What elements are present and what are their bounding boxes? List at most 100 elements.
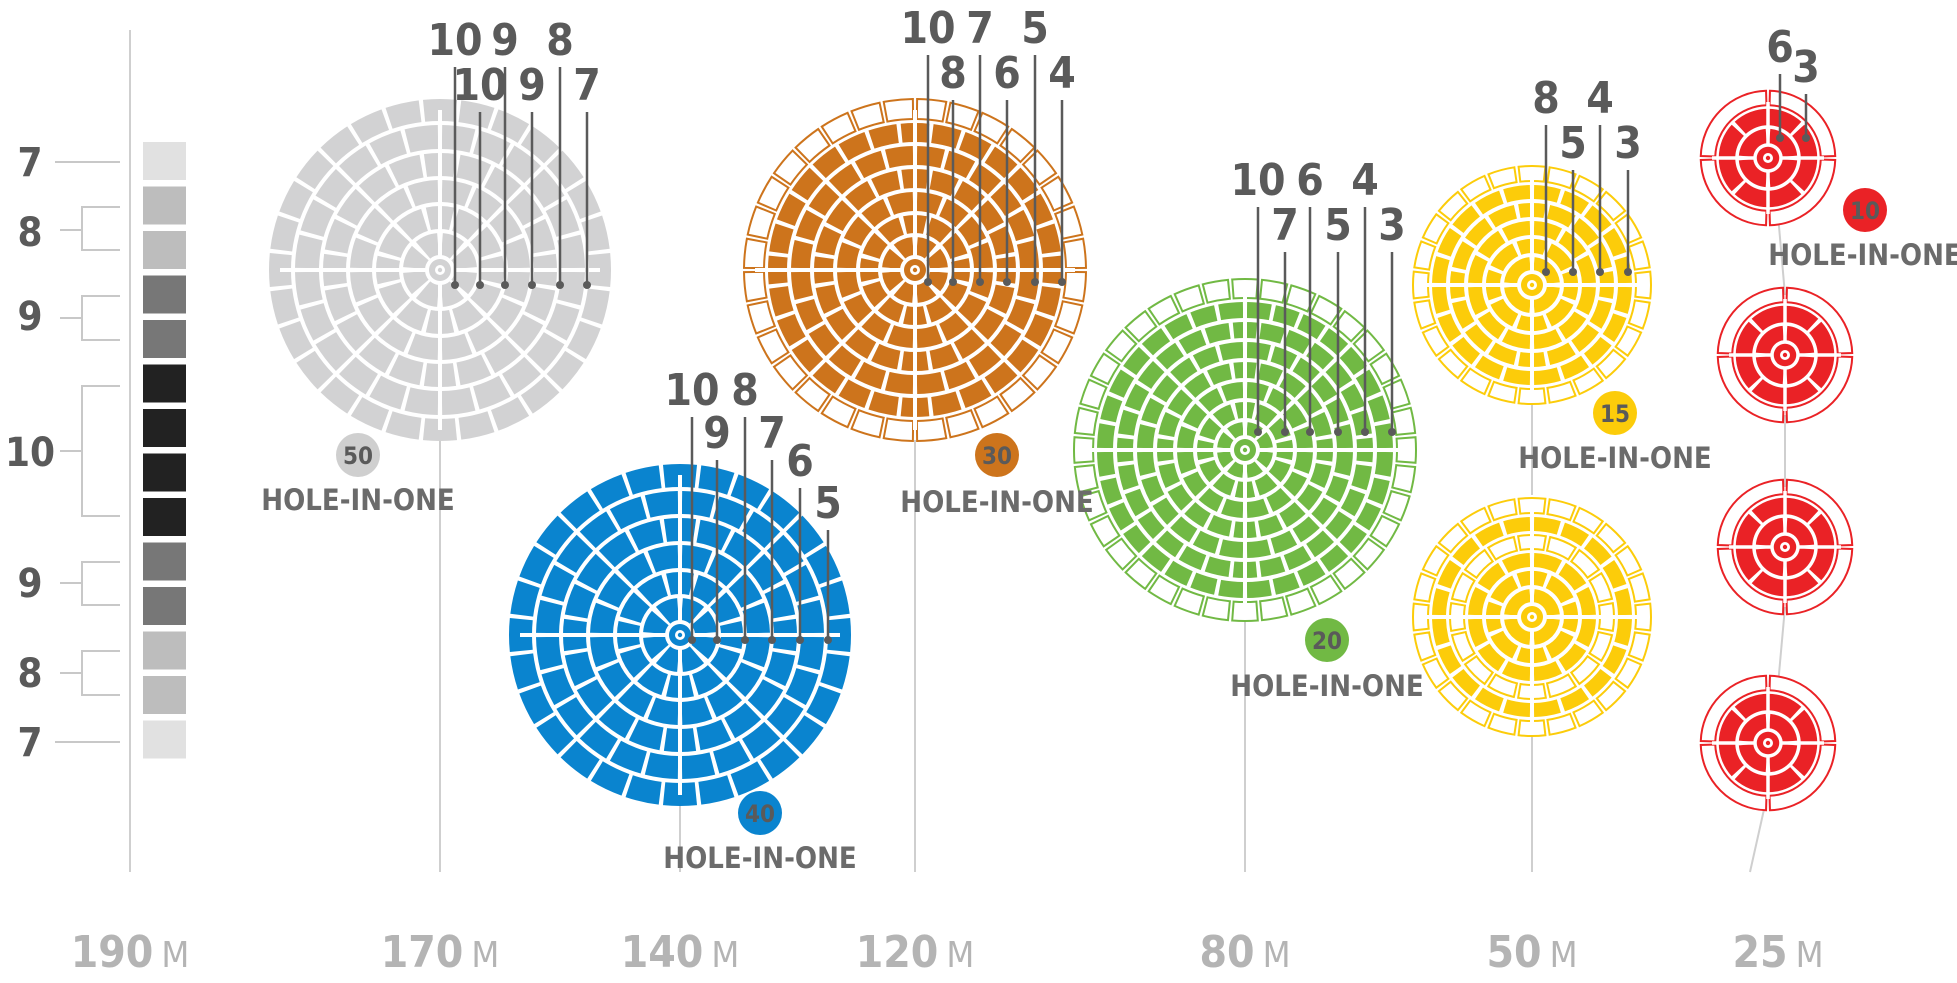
target-cell [1006, 167, 1039, 201]
target-cell [1073, 436, 1095, 464]
score-pointer-dot [1802, 134, 1810, 142]
target-cell [1533, 589, 1560, 616]
score-pointer-dot [924, 278, 932, 286]
target-cell [730, 474, 770, 509]
target-cell [520, 376, 560, 414]
target-cell [1490, 575, 1519, 604]
target-cell [300, 303, 335, 341]
target-cell [1487, 166, 1518, 190]
target-cell [1201, 596, 1231, 622]
target-cell [1183, 471, 1208, 497]
target-cell [1755, 356, 1784, 385]
target-cell [1374, 451, 1393, 477]
target-cell [691, 636, 717, 660]
score-label: 5 [814, 478, 842, 529]
target-cell [1270, 530, 1298, 554]
target-cell [1006, 339, 1039, 373]
target-cell [1137, 424, 1156, 449]
target-cell [1266, 487, 1292, 512]
target-cell [581, 215, 610, 252]
target-cell [746, 300, 777, 335]
target-cell [742, 721, 781, 759]
target-cell [576, 679, 613, 717]
distance-unit: M [1796, 935, 1824, 976]
score-pointer-dot [824, 636, 832, 644]
target-cell [1437, 645, 1462, 675]
target-cell [1141, 475, 1165, 503]
target-cell [797, 636, 824, 671]
points-badge [738, 791, 782, 835]
target-cell [1545, 630, 1574, 659]
target-cell [999, 376, 1036, 413]
target-cell [270, 215, 299, 252]
target-cell [350, 109, 390, 143]
score-label: 9 [703, 408, 731, 459]
target-cell [942, 281, 968, 308]
target-cell [350, 237, 377, 269]
target-cell [1545, 243, 1574, 272]
target-cell [806, 685, 841, 725]
target-cell [1699, 674, 1768, 743]
target-cell [597, 662, 632, 697]
target-cell [1584, 205, 1612, 233]
target-cell [820, 111, 857, 145]
target-cell [1152, 375, 1179, 403]
target-cell [541, 668, 575, 706]
target-cell [1256, 432, 1273, 449]
target-cell [1367, 395, 1390, 423]
target-cell [1486, 535, 1519, 561]
target-cell [843, 216, 873, 246]
target-cell [1533, 699, 1561, 717]
target-cell [579, 721, 618, 759]
target-cell [1340, 488, 1366, 517]
target-cell [1533, 661, 1563, 681]
scale-bracket [60, 561, 120, 606]
target-cell [791, 240, 814, 269]
target-cell [1490, 243, 1519, 272]
target-cell [1227, 461, 1244, 478]
target-cell [1738, 713, 1767, 742]
target-cell [1184, 502, 1211, 528]
target-cell [441, 281, 465, 307]
target-cell [1432, 618, 1450, 646]
target-cell [1073, 406, 1099, 436]
score-label: 7 [1271, 200, 1299, 251]
target-cell [590, 474, 630, 509]
score-pointer-dot [1281, 428, 1289, 436]
target-cell [1221, 498, 1244, 518]
target-25d [1699, 674, 1837, 812]
target-cell [1089, 352, 1121, 386]
target-cell [1079, 489, 1108, 522]
target-cell [1769, 159, 1798, 188]
target-cell [785, 515, 824, 555]
target-cell [1546, 166, 1577, 190]
target-cell [769, 223, 794, 254]
target-cell [1595, 522, 1627, 554]
target-cell [990, 324, 1022, 357]
target-cell [510, 580, 540, 617]
target-cell [1452, 241, 1475, 270]
target-cell [388, 154, 424, 186]
scale-label: 8 [17, 651, 42, 697]
distance-unit: M [1550, 935, 1578, 976]
target-cell [1413, 299, 1437, 330]
target-cell [797, 599, 824, 634]
target-cell [1560, 687, 1590, 712]
target-cell [1474, 522, 1504, 547]
target-cell [696, 519, 732, 551]
target-cell [644, 491, 679, 518]
score-pointer-dot [713, 636, 721, 644]
target-cell [1501, 329, 1531, 349]
target-cell [885, 371, 914, 394]
target-cell [1367, 477, 1390, 505]
target-cell [441, 333, 473, 360]
target-cell [357, 207, 391, 243]
target-cell [1109, 502, 1135, 531]
target-cell [743, 270, 768, 303]
target-cell [1170, 357, 1198, 384]
target-cell [882, 98, 915, 123]
target-cell [1474, 687, 1504, 712]
target-cell [785, 715, 824, 755]
target-cell [984, 361, 1018, 394]
target-cell [1152, 497, 1179, 525]
